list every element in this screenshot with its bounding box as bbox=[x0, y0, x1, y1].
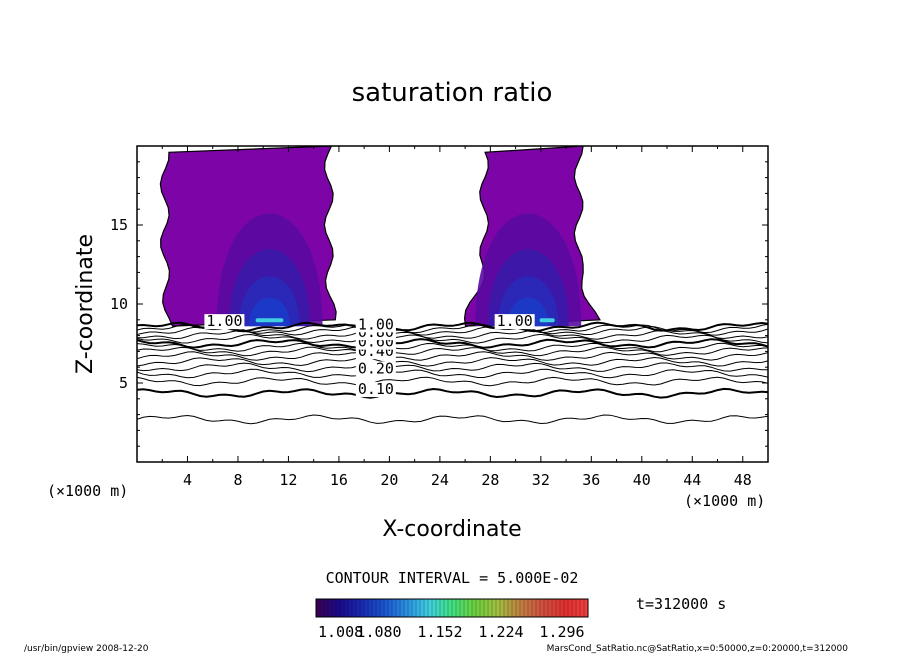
x-tick-label: 36 bbox=[582, 471, 600, 489]
x-tick-label: 4 bbox=[183, 471, 192, 489]
contour-label-bg bbox=[494, 314, 535, 330]
x-tick-label: 20 bbox=[380, 471, 398, 489]
colorbar-tick-label: 1.080 bbox=[356, 623, 401, 641]
saturation-core bbox=[268, 318, 284, 323]
saturation-core bbox=[539, 318, 555, 323]
colorbar-tick-label: 1.224 bbox=[478, 623, 523, 641]
chart-title: saturation ratio bbox=[352, 78, 553, 108]
contour-label: 1.00 bbox=[497, 312, 533, 330]
contour-label-bg bbox=[355, 361, 396, 377]
color-field bbox=[159, 146, 601, 327]
contour-label: 1.00 bbox=[358, 315, 394, 333]
contour-line bbox=[137, 368, 768, 379]
footer-right: MarsCond_SatRatio.nc@SatRatio,x=0:50000,… bbox=[547, 644, 849, 654]
y-tick-label: 15 bbox=[110, 216, 128, 234]
y-tick-label: 10 bbox=[110, 295, 128, 313]
x-tick-label: 48 bbox=[734, 471, 752, 489]
contour-line bbox=[137, 356, 768, 367]
x-tick-label: 8 bbox=[233, 471, 242, 489]
contour-line bbox=[137, 342, 768, 353]
contour-label-bg bbox=[204, 314, 245, 330]
contour-label-bg bbox=[355, 317, 396, 333]
x-tick-label: 16 bbox=[330, 471, 348, 489]
x-unit-left: (×1000 m) bbox=[47, 482, 128, 500]
x-tick-label: 12 bbox=[279, 471, 297, 489]
contour-label: 0.10 bbox=[358, 380, 394, 398]
y-tick-label: 5 bbox=[119, 374, 128, 392]
contour-line bbox=[137, 333, 768, 344]
time-label: t=312000 s bbox=[636, 595, 726, 613]
contour-lines bbox=[137, 321, 768, 425]
contour-line bbox=[137, 362, 768, 373]
x-tick-label: 32 bbox=[532, 471, 550, 489]
contour-line bbox=[137, 414, 768, 425]
contour-line bbox=[137, 351, 768, 361]
footer-left: /usr/bin/gpview 2008-12-20 bbox=[24, 644, 149, 654]
contour-label-bg bbox=[355, 382, 396, 398]
contour-interval: CONTOUR INTERVAL = 5.000E-02 bbox=[326, 569, 579, 587]
saturation-core bbox=[255, 318, 271, 323]
x-tick-label: 28 bbox=[481, 471, 499, 489]
contour-label: 0.20 bbox=[358, 360, 394, 378]
y-ticks: 5 10 15 bbox=[110, 161, 768, 447]
colorbar-tick-label: 1.008 bbox=[318, 623, 363, 641]
contour-labels: 0.100.200.400.600.801.001.001.00 bbox=[204, 312, 535, 398]
colorbar-stripes bbox=[315, 599, 589, 617]
colorbar-tick-label: 1.296 bbox=[539, 623, 584, 641]
contour-line bbox=[137, 321, 768, 333]
contour-line bbox=[137, 376, 768, 387]
x-tick-label: 24 bbox=[431, 471, 449, 489]
x-ticks: 4 8 12 16 20 24 28 32 36 40 44 48 bbox=[161, 146, 752, 489]
x-axis-label: X-coordinate bbox=[382, 517, 521, 542]
contour-label: 1.00 bbox=[206, 312, 242, 330]
x-tick-label: 40 bbox=[633, 471, 651, 489]
contour-line bbox=[137, 387, 768, 399]
x-tick-label: 44 bbox=[683, 471, 701, 489]
x-unit-right: (×1000 m) bbox=[684, 492, 765, 510]
colorbar-tick-label: 1.152 bbox=[417, 623, 462, 641]
contour-line bbox=[137, 338, 768, 349]
y-axis-label: Z-coordinate bbox=[73, 234, 98, 374]
contour-line bbox=[137, 346, 768, 357]
contour-line bbox=[137, 325, 768, 336]
